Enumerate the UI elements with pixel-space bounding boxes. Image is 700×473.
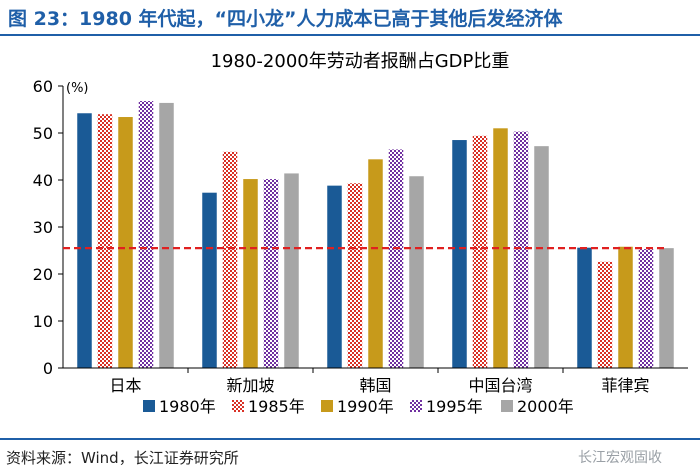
legend-swatch <box>501 400 513 412</box>
x-category-label: 菲律宾 <box>601 376 649 395</box>
y-tick-label: 50 <box>33 124 53 143</box>
watermark-text: 长江宏观固收 <box>578 450 662 466</box>
x-category-label: 新加坡 <box>226 376 274 395</box>
bar-2-5 <box>284 173 299 368</box>
figure-label: 图 23：1980 年代起，“四小龙”人力成本已高于其他后发经济体 <box>8 8 563 30</box>
bar-4-2 <box>472 135 488 368</box>
bar-1-3 <box>118 117 133 369</box>
bar-2-1 <box>202 192 217 368</box>
bar-5-5 <box>659 248 674 368</box>
bar-5-3 <box>618 246 633 368</box>
bar-3-1 <box>327 185 342 368</box>
bar-1-2 <box>97 114 113 368</box>
legend-label: 1995年 <box>426 397 483 416</box>
bar-4-5 <box>534 146 549 368</box>
x-category-label: 日本 <box>109 376 141 395</box>
bottom-divider <box>0 438 700 440</box>
y-tick-label: 60 <box>33 77 53 96</box>
legend-swatch <box>143 400 155 412</box>
bar-1-5 <box>159 102 174 369</box>
bar-5-2 <box>597 261 613 368</box>
legend-swatch <box>410 400 422 412</box>
bar-4-1 <box>452 140 467 368</box>
legend-label: 1985年 <box>248 397 305 416</box>
bar-1-1 <box>77 113 92 368</box>
legend-label: 1990年 <box>337 397 394 416</box>
legend-label: 1980年 <box>159 397 216 416</box>
bar-3-4 <box>388 149 404 368</box>
source-note: 资料来源：Wind，长江证券研究所 <box>6 449 239 467</box>
bar-2-2 <box>222 151 238 368</box>
chart-title: 1980-2000年劳动者报酬占GDP比重 <box>211 51 510 72</box>
bar-1-4 <box>138 101 154 368</box>
y-tick-label: 20 <box>33 265 53 284</box>
x-category-label: 韩国 <box>359 376 391 395</box>
y-axis-unit-label: (%) <box>66 81 89 96</box>
bar-2-3 <box>243 179 258 368</box>
bar-3-5 <box>409 176 424 368</box>
y-tick-label: 30 <box>33 218 53 237</box>
y-tick-label: 10 <box>33 312 53 331</box>
bar-2-4 <box>263 179 279 368</box>
legend-swatch <box>232 400 244 412</box>
bar-4-4 <box>513 131 529 368</box>
top-divider <box>0 34 700 36</box>
y-tick-label: 0 <box>43 359 53 378</box>
bar-chart: 1980-2000年劳动者报酬占GDP比重 (%) 0102030405060 … <box>33 51 688 416</box>
x-category-label: 中国台湾 <box>468 376 532 395</box>
legend-label: 2000年 <box>517 397 574 416</box>
y-tick-label: 40 <box>33 171 53 190</box>
bar-4-3 <box>493 128 508 368</box>
legend-swatch <box>321 400 333 412</box>
bar-3-2 <box>347 183 363 368</box>
bar-5-4 <box>638 249 654 368</box>
bar-3-3 <box>368 159 383 368</box>
bar-5-1 <box>577 247 592 368</box>
